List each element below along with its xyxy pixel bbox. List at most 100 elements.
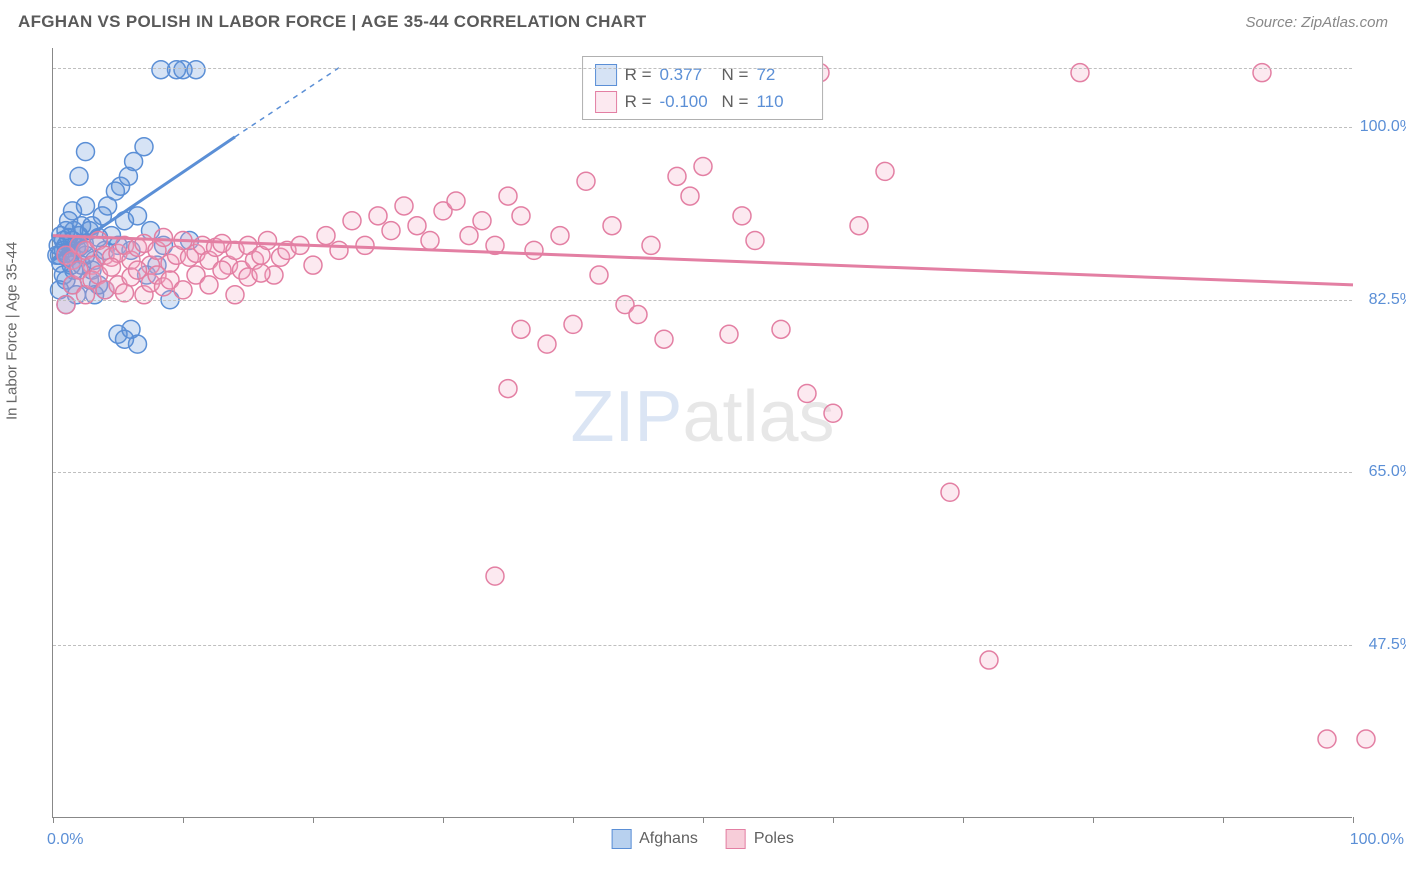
- data-point: [577, 172, 595, 190]
- data-point: [798, 385, 816, 403]
- legend-r-label: R =: [625, 88, 652, 115]
- data-point: [876, 162, 894, 180]
- data-point: [213, 261, 231, 279]
- gridline: [53, 300, 1352, 301]
- x-axis-start-label: 0.0%: [47, 831, 83, 849]
- series-legend: Afghans Poles: [611, 829, 794, 849]
- data-point: [824, 404, 842, 422]
- gridline: [53, 472, 1352, 473]
- data-point: [746, 232, 764, 250]
- y-tick-label: 47.5%: [1369, 636, 1406, 654]
- x-tick: [1353, 817, 1354, 823]
- data-point: [499, 187, 517, 205]
- data-point: [1357, 730, 1375, 748]
- data-point: [395, 197, 413, 215]
- data-point: [317, 227, 335, 245]
- x-axis-end-label: 100.0%: [1350, 831, 1404, 849]
- legend-swatch: [595, 91, 617, 113]
- data-point: [135, 138, 153, 156]
- y-axis-label: In Labor Force | Age 35-44: [4, 242, 21, 420]
- correlation-legend: R =0.377N =72R = -0.100 N = 110: [582, 56, 824, 120]
- data-point: [486, 567, 504, 585]
- legend-row: R =0.377N =72: [595, 61, 811, 88]
- data-point: [525, 241, 543, 259]
- data-point: [304, 256, 322, 274]
- legend-label: Poles: [754, 830, 794, 848]
- x-tick: [963, 817, 964, 823]
- source-attribution: Source: ZipAtlas.com: [1245, 14, 1388, 31]
- data-point: [421, 232, 439, 250]
- chart-plot-area: ZIPatlas R =0.377N =72R =-0.100N =110 Af…: [52, 48, 1352, 818]
- x-tick: [573, 817, 574, 823]
- data-point: [1253, 64, 1271, 82]
- x-tick: [443, 817, 444, 823]
- data-point: [590, 266, 608, 284]
- x-tick: [1223, 817, 1224, 823]
- data-point: [733, 207, 751, 225]
- data-point: [77, 143, 95, 161]
- data-point: [226, 286, 244, 304]
- data-point: [129, 335, 147, 353]
- legend-r-value: -0.100: [660, 88, 714, 115]
- data-point: [512, 320, 530, 338]
- data-point: [512, 207, 530, 225]
- header: AFGHAN VS POLISH IN LABOR FORCE | AGE 35…: [0, 0, 1406, 40]
- data-point: [473, 212, 491, 230]
- scatter-svg: [53, 48, 1352, 817]
- gridline: [53, 68, 1352, 69]
- data-point: [187, 61, 205, 79]
- chart-title: AFGHAN VS POLISH IN LABOR FORCE | AGE 35…: [18, 12, 646, 32]
- data-point: [356, 236, 374, 254]
- data-point: [941, 483, 959, 501]
- legend-item: Poles: [726, 829, 794, 849]
- data-point: [174, 281, 192, 299]
- data-point: [694, 157, 712, 175]
- legend-n-value: 110: [756, 88, 810, 115]
- x-tick: [833, 817, 834, 823]
- legend-swatch: [611, 829, 631, 849]
- legend-n-label: N =: [722, 88, 749, 115]
- legend-n-value: 72: [756, 61, 810, 88]
- y-tick-label: 65.0%: [1369, 463, 1406, 481]
- x-tick: [313, 817, 314, 823]
- data-point: [200, 276, 218, 294]
- data-point: [57, 296, 75, 314]
- data-point: [629, 306, 647, 324]
- data-point: [460, 227, 478, 245]
- data-point: [668, 167, 686, 185]
- legend-row: R = -0.100 N = 110: [595, 88, 811, 115]
- data-point: [655, 330, 673, 348]
- data-point: [850, 217, 868, 235]
- data-point: [720, 325, 738, 343]
- data-point: [772, 320, 790, 338]
- data-point: [129, 207, 147, 225]
- legend-item: Afghans: [611, 829, 698, 849]
- data-point: [642, 236, 660, 254]
- y-tick-label: 82.5%: [1369, 291, 1406, 309]
- data-point: [447, 192, 465, 210]
- data-point: [681, 187, 699, 205]
- gridline: [53, 645, 1352, 646]
- x-tick: [183, 817, 184, 823]
- data-point: [77, 197, 95, 215]
- gridline: [53, 127, 1352, 128]
- data-point: [538, 335, 556, 353]
- data-point: [1318, 730, 1336, 748]
- data-point: [551, 227, 569, 245]
- data-point: [603, 217, 621, 235]
- data-point: [980, 651, 998, 669]
- data-point: [103, 258, 121, 276]
- x-tick: [1093, 817, 1094, 823]
- data-point: [408, 217, 426, 235]
- data-point: [564, 315, 582, 333]
- data-point: [155, 229, 173, 247]
- legend-r-value: 0.377: [660, 61, 714, 88]
- x-tick: [703, 817, 704, 823]
- data-point: [343, 212, 361, 230]
- data-point: [252, 264, 270, 282]
- x-tick: [53, 817, 54, 823]
- y-tick-label: 100.0%: [1360, 118, 1406, 136]
- data-point: [70, 167, 88, 185]
- data-point: [259, 232, 277, 250]
- legend-label: Afghans: [639, 830, 698, 848]
